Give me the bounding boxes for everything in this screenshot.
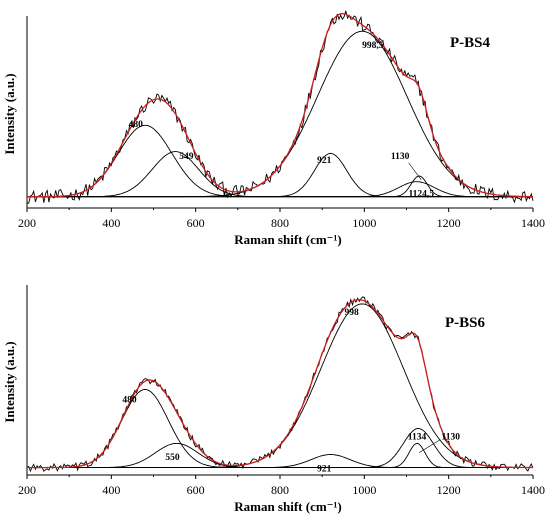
x-axis-label: Raman shift (cm⁻¹) [234, 499, 342, 514]
peak-label-1134: 1134 [408, 433, 427, 443]
x-tick-label: 1000 [352, 216, 376, 230]
x-tick-label: 400 [102, 216, 120, 230]
x-tick-label: 800 [271, 216, 289, 230]
component-peak-480 [27, 124, 533, 198]
x-tick-label: 1400 [521, 216, 545, 230]
leader-line [418, 439, 441, 453]
peak-label-480: 480 [122, 395, 137, 405]
component-peak-1124-5 [27, 181, 533, 198]
peak-label-1124-5: 1124,5 [408, 190, 434, 200]
x-tick-label: 1200 [437, 216, 461, 230]
fitted-envelope [27, 299, 533, 469]
x-tick-label: 1000 [352, 483, 376, 497]
component-peak-549 [27, 151, 533, 198]
peak-label-921: 921 [317, 156, 332, 166]
peak-label-1130: 1130 [391, 152, 410, 162]
component-peak-998-5 [27, 30, 533, 198]
x-tick-label: 600 [187, 216, 205, 230]
peak-label-550: 550 [165, 453, 180, 463]
x-tick-label: 400 [102, 483, 120, 497]
peak-label-480: 480 [129, 120, 144, 130]
peak-label-998: 998 [345, 308, 360, 318]
x-tick-label: 200 [18, 216, 36, 230]
peak-label-549: 549 [179, 152, 194, 162]
chart-title: P-BS6 [445, 315, 486, 331]
y-axis-label: Intensity (a.u.) [2, 73, 17, 154]
x-tick-label: 200 [18, 483, 36, 497]
x-tick-label: 600 [187, 483, 205, 497]
y-axis-label: Intensity (a.u.) [2, 341, 17, 422]
x-tick-label: 1200 [437, 483, 461, 497]
peak-label-921: 921 [317, 464, 332, 474]
leader-line [408, 162, 422, 180]
x-tick-label: 1400 [521, 483, 545, 497]
x-axis-label: Raman shift (cm⁻¹) [234, 232, 342, 247]
x-tick-label: 800 [271, 483, 289, 497]
fitted-envelope [27, 13, 533, 198]
peak-label-998-5: 998,5 [362, 41, 384, 51]
chart-panel-p-bs6: 200 400 600 800 1000 1200 1400 Raman shift (cm⁻… [2, 285, 545, 514]
chart-title: P-BS4 [450, 35, 491, 51]
measured-spectrum [26, 10, 534, 204]
peak-label-1130: 1130 [442, 433, 461, 443]
component-peak-1130 [27, 442, 533, 469]
chart-panel-p-bs4: 200 400 600 800 1000 1200 1400 Raman shift (cm⁻… [2, 10, 545, 247]
